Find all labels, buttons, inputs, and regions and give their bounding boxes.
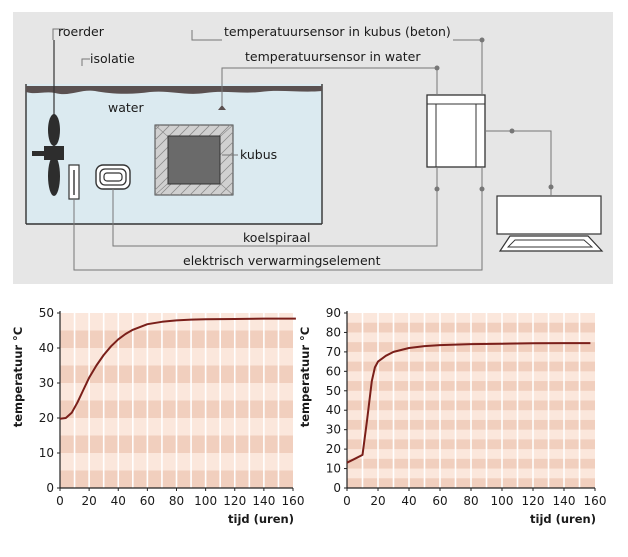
label-isolatie: isolatie	[90, 51, 135, 66]
right-chart-y-axis-title: temperatuur °C	[298, 327, 312, 427]
left-chart-series-line	[59, 317, 296, 420]
right-chart-y-tick-label: 90	[326, 306, 341, 320]
left-chart-y-tick-label: 30	[39, 376, 54, 390]
left-chart-x-tick-label: 20	[81, 494, 96, 508]
cooling-coil-icon	[95, 164, 131, 190]
label-kubus: kubus	[240, 147, 277, 162]
laptop-icon	[496, 195, 604, 252]
insulation-layer	[26, 86, 322, 95]
label-verwarmingselement: elektrisch verwarmingselement	[183, 253, 381, 268]
wire-junction-dots	[434, 37, 554, 192]
label-sensor-kubus: temperatuursensor in kubus (beton)	[224, 24, 451, 39]
label-water: water	[108, 100, 144, 115]
right-chart-x-tick-label: 160	[584, 494, 607, 508]
left-chart-x-axis-title: tijd (uren)	[228, 512, 294, 526]
left-chart-x-tick-label: 60	[140, 494, 155, 508]
right-chart-y-tick-label: 40	[326, 403, 341, 417]
left-chart-y-axis-title: temperatuur °C	[11, 327, 25, 427]
right-chart-x-axis-title: tijd (uren)	[530, 512, 596, 526]
right-chart-x-tick-label: 40	[401, 494, 416, 508]
right-chart-y-tick-label: 0	[333, 481, 341, 495]
stirrer-icon	[32, 40, 64, 196]
right-chart-x-tick-label: 60	[432, 494, 447, 508]
measuring-device-icon	[426, 94, 486, 168]
left-chart-x-tick-label: 120	[223, 494, 246, 508]
right-chart-series-line	[346, 342, 591, 464]
concrete-cube-icon	[154, 124, 234, 196]
label-koelspiraal: koelspiraal	[243, 230, 310, 245]
left-chart-y-tick-label: 40	[39, 341, 54, 355]
right-chart-x-tick-label: 140	[553, 494, 576, 508]
left-chart-y-tick-label: 0	[46, 481, 54, 495]
left-chart-y-tick-label: 20	[39, 411, 54, 425]
right-chart-y-tick-label: 20	[326, 442, 341, 456]
label-roerder: roerder	[58, 24, 105, 39]
right-chart-x-tick-label: 20	[370, 494, 385, 508]
left-chart-y-tick-label: 10	[39, 446, 54, 460]
left-chart-x-tick-label: 160	[282, 494, 305, 508]
right-chart-x-tick-label: 0	[343, 494, 351, 508]
left-chart-y-tick-label: 50	[39, 306, 54, 320]
right-chart-y-tick-label: 50	[326, 384, 341, 398]
left-chart-x-tick-label: 100	[194, 494, 217, 508]
left-chart-x-tick-label: 0	[56, 494, 64, 508]
sensor-tips	[218, 105, 226, 110]
right-chart-x-tick-label: 80	[463, 494, 478, 508]
right-chart-y-tick-label: 80	[326, 325, 341, 339]
label-sensor-water: temperatuursensor in water	[245, 49, 421, 64]
wiring	[52, 28, 552, 271]
right-chart-x-tick-label: 120	[522, 494, 545, 508]
left-chart-x-tick-label: 80	[169, 494, 184, 508]
right-chart-y-tick-label: 60	[326, 364, 341, 378]
left-chart-x-tick-label: 40	[111, 494, 126, 508]
right-chart-y-tick-label: 10	[326, 462, 341, 476]
left-chart-x-tick-label: 140	[252, 494, 275, 508]
right-chart-y-tick-label: 30	[326, 423, 341, 437]
right-chart-y-tick-label: 70	[326, 345, 341, 359]
right-chart-x-tick-label: 100	[491, 494, 514, 508]
